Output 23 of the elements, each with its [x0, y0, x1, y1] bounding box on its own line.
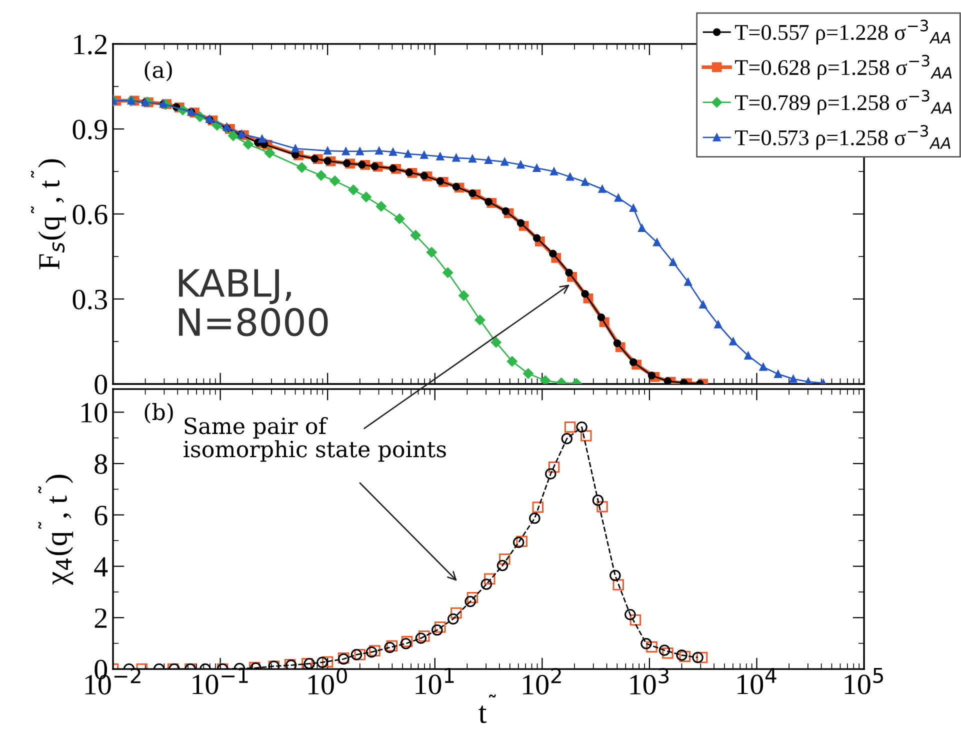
annotation: (a) — [144, 60, 172, 82]
annotation: Same pair of isomorphic state points — [184, 417, 446, 462]
y-tick-label: 0.3 — [72, 290, 108, 310]
y-tick-label: 0.9 — [72, 120, 107, 140]
x-tick-label: 10$^{5}$ — [844, 668, 883, 694]
legend-label: T=0.789 ρ=1.258 σ$^{−3}$$_{AA}$ — [735, 90, 952, 115]
legend-label: T=0.628 ρ=1.258 σ$^{−3}$$_{AA}$ — [735, 54, 952, 80]
y-axis-title: χ$_{4}$(q$^{˜}$, t$^{˜}$) — [38, 474, 74, 585]
annotation: KABLJ, N=8000 — [179, 269, 328, 336]
legend-label: T=0.557 ρ=1.228 σ$^{−3}$$_{AA}$ — [735, 20, 950, 44]
x-axis-title: t$^{˜}$ — [478, 694, 496, 724]
y-tick-label: 0 — [94, 374, 108, 394]
y-tick-label: 8 — [94, 454, 108, 474]
y-tick-label: 2 — [94, 608, 107, 628]
y-axis-title: F$_{s}$(q$^{˜}$, t$^{˜}$) — [31, 159, 66, 270]
legend-label: T=0.573 ρ=1.258 σ$^{−3}$$_{AA}$ — [735, 125, 950, 150]
x-tick-label: 10$^{4}$ — [738, 668, 776, 694]
y-tick-label: 0.6 — [72, 204, 108, 225]
y-tick-label: 10 — [82, 402, 108, 423]
annotation: (b) — [144, 403, 173, 424]
y-tick-label: 1.2 — [74, 34, 107, 54]
y-tick-label: 4 — [94, 557, 108, 576]
y-tick-label: 6 — [94, 506, 108, 526]
